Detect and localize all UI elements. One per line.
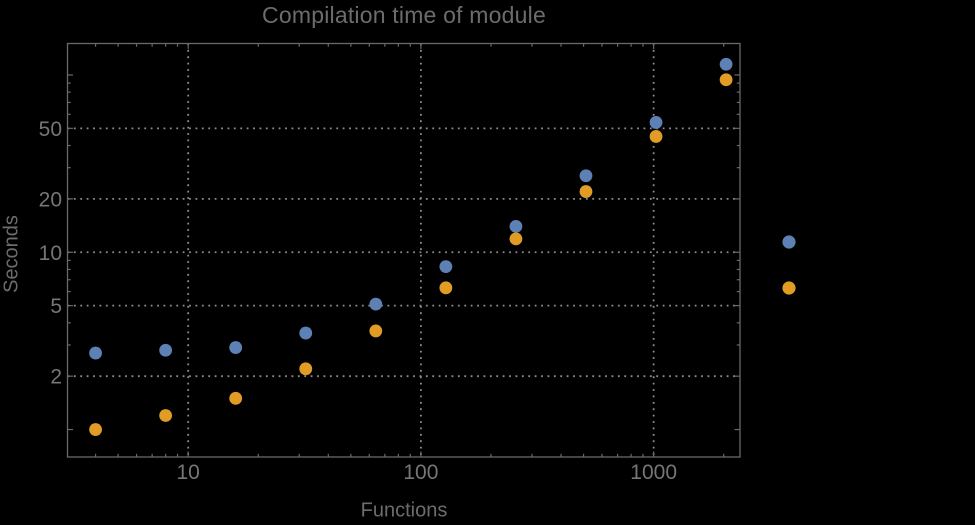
data-point-series-blue (369, 297, 383, 311)
legend-marker-series-orange (782, 281, 796, 295)
y-tick-label: 50 (39, 118, 62, 141)
data-point-series-orange (439, 281, 453, 295)
x-axis-label: Functions (360, 499, 448, 522)
x-tick-label: 1000 (630, 461, 677, 484)
data-point-series-blue (229, 341, 243, 354)
legend-marker-series-blue (782, 235, 796, 249)
data-point-series-blue (649, 116, 663, 129)
data-point-series-orange (299, 362, 313, 376)
data-point-series-blue (159, 343, 173, 357)
plot-frame (66, 42, 741, 458)
data-point-series-orange (229, 391, 243, 405)
data-point-series-blue (299, 326, 313, 340)
data-point-series-orange (89, 423, 102, 436)
data-point-series-orange (649, 130, 663, 143)
y-tick-label: 5 (50, 295, 62, 318)
data-point-series-orange (369, 324, 383, 338)
data-point-series-orange (159, 409, 173, 422)
y-tick-label: 2 (50, 366, 62, 389)
data-point-series-blue (509, 219, 523, 233)
data-point-series-orange (509, 232, 523, 246)
y-tick-label: 20 (39, 188, 62, 211)
chart-title: Compilation time of module (262, 2, 546, 28)
x-tick-label: 10 (177, 461, 200, 484)
y-axis-label: Seconds (0, 215, 23, 293)
x-tick-label: 100 (403, 461, 438, 484)
y-tick-label: 10 (39, 242, 62, 265)
data-point-series-orange (579, 185, 593, 198)
data-point-series-blue (89, 346, 102, 360)
data-point-series-orange (719, 73, 733, 87)
data-point-series-blue (719, 57, 733, 71)
data-point-series-blue (439, 260, 453, 274)
data-point-series-blue (579, 169, 593, 183)
